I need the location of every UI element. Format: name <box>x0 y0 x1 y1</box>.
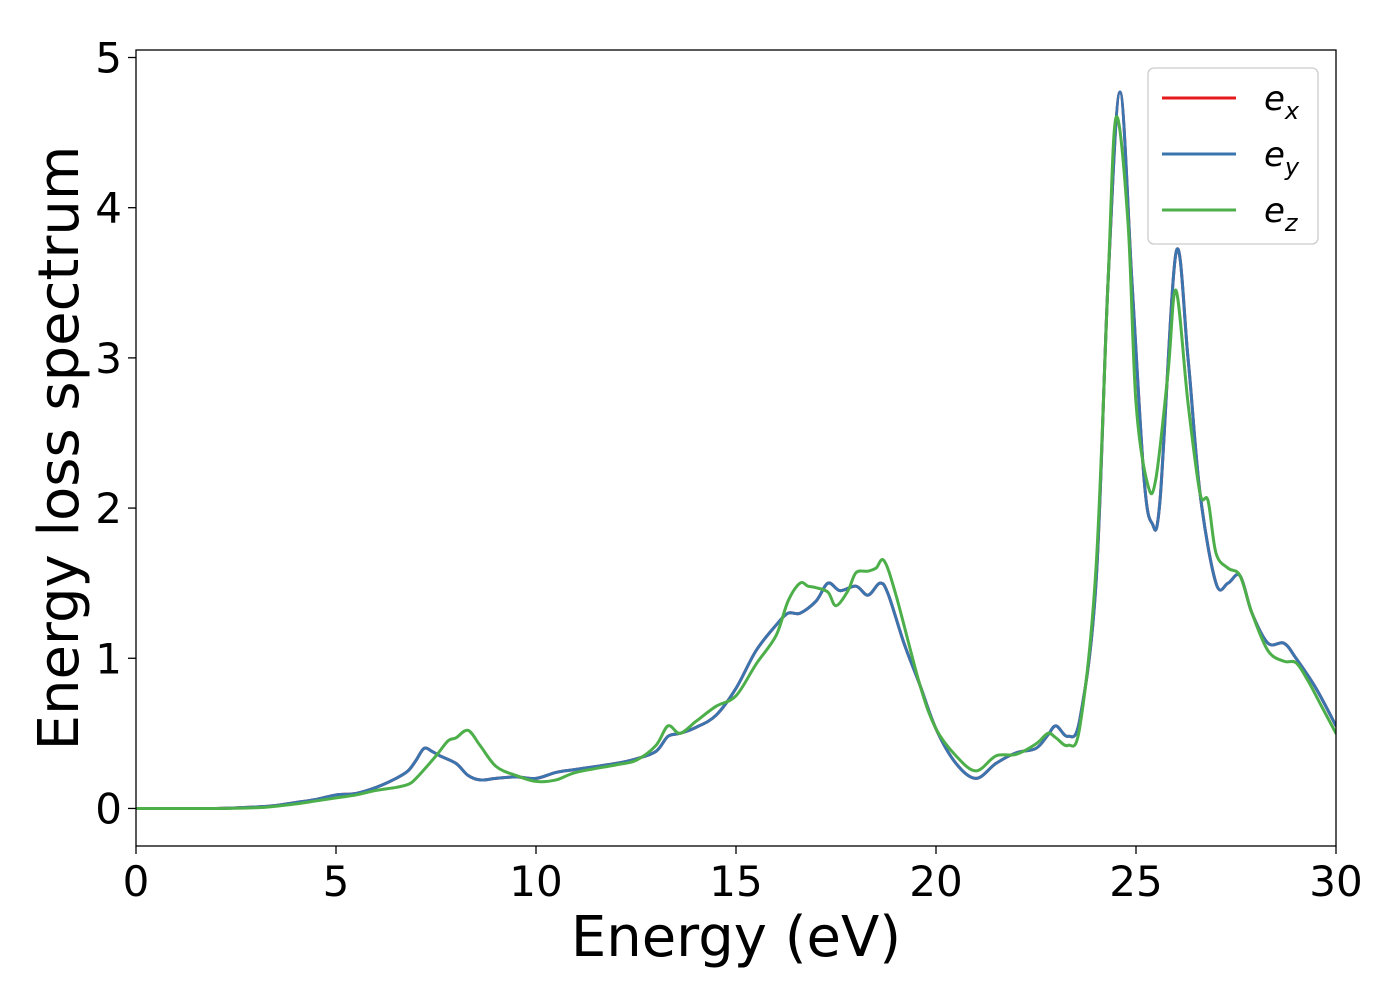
x-tick-label: 5 <box>323 857 350 906</box>
series-line-ez <box>136 115 1336 811</box>
legend-label-ey: ey <box>1264 135 1300 181</box>
x-axis: 0 5 10 15 20 25 30 <box>123 846 1363 906</box>
y-tick-label: 2 <box>95 484 122 533</box>
y-tick-label: 5 <box>95 34 122 83</box>
x-tick-label: 20 <box>909 857 962 906</box>
x-tick-label: 25 <box>1109 857 1162 906</box>
legend-box <box>1147 67 1319 245</box>
x-axis-title: Energy (eV) <box>571 905 901 970</box>
x-tick-label: 0 <box>123 857 150 906</box>
x-tick-label: 15 <box>709 857 762 906</box>
series-layer <box>136 90 1336 811</box>
y-tick-label: 4 <box>95 184 122 233</box>
x-tick-label: 30 <box>1309 857 1362 906</box>
y-axis: 0 1 2 3 4 5 <box>95 34 136 833</box>
legend-label-ez: ez <box>1264 191 1299 237</box>
x-tick-label: 10 <box>509 857 562 906</box>
y-tick-label: 1 <box>95 634 122 683</box>
plot-area <box>136 50 1336 846</box>
y-tick-label: 0 <box>95 784 122 833</box>
legend: ex ey ez <box>1147 67 1319 245</box>
y-axis-title: Energy loss spectrum <box>27 146 92 751</box>
y-tick-label: 3 <box>95 334 122 383</box>
legend-label-ex: ex <box>1264 79 1300 125</box>
